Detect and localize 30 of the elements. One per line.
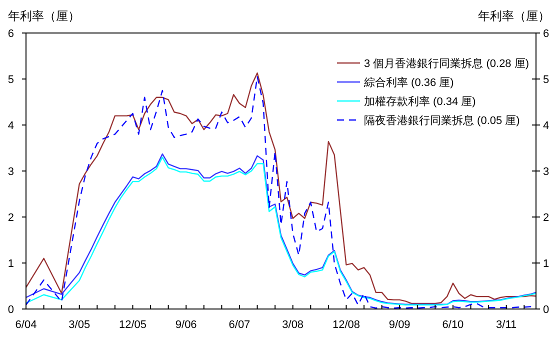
x-tick-label: 6/07 xyxy=(228,319,250,331)
y2-tick-label: 0 xyxy=(543,304,550,316)
y-tick-label: 2 xyxy=(8,212,14,224)
y2-axis-title: 年利率（厘） xyxy=(478,9,550,23)
x-tick-label: 6/10 xyxy=(442,319,464,331)
x-tick-label: 9/09 xyxy=(388,319,410,331)
y2-tick-label: 5 xyxy=(543,74,550,86)
x-tick-label: 3/05 xyxy=(68,319,90,331)
legend-label: 綜合利率 (0.36 厘) xyxy=(363,76,454,89)
y-tick-label: 6 xyxy=(8,28,14,40)
legend-label: 3 個月香港銀行同業拆息 (0.28 厘) xyxy=(364,57,530,70)
x-tick-label: 12/05 xyxy=(118,319,147,331)
x-tick-label: 3/11 xyxy=(496,319,517,331)
y-axis-title: 年利率（厘） xyxy=(8,9,80,23)
legend-label: 隔夜香港銀行同業拆息 (0.05 厘) xyxy=(364,114,520,127)
y-tick-label: 0 xyxy=(8,304,14,316)
x-tick-label: 3/08 xyxy=(282,319,304,331)
x-tick-label: 12/08 xyxy=(332,319,360,331)
y-tick-label: 1 xyxy=(8,258,14,270)
y-tick-label: 3 xyxy=(8,166,14,178)
x-tick-label: 9/06 xyxy=(175,319,197,331)
y-tick-label: 5 xyxy=(8,74,14,86)
y2-tick-label: 1 xyxy=(543,258,550,270)
y2-tick-label: 4 xyxy=(543,120,550,132)
y2-tick-label: 2 xyxy=(543,212,550,224)
y-tick-label: 4 xyxy=(8,120,14,132)
legend-label: 加權存款利率 (0.34 厘) xyxy=(364,95,476,108)
y2-tick-label: 6 xyxy=(543,28,550,40)
y2-tick-label: 3 xyxy=(543,166,550,178)
x-tick-label: 6/04 xyxy=(15,319,37,331)
